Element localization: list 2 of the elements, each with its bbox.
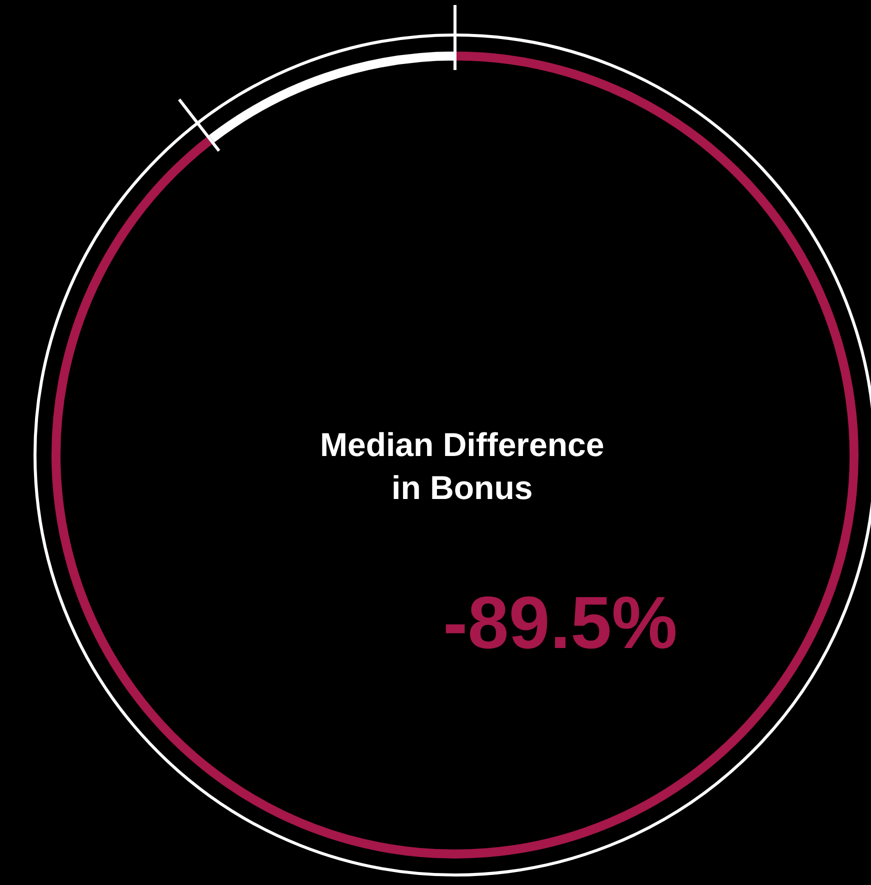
text: -89.5% [443,581,678,664]
text: Median Difference in Bonus [320,426,604,506]
